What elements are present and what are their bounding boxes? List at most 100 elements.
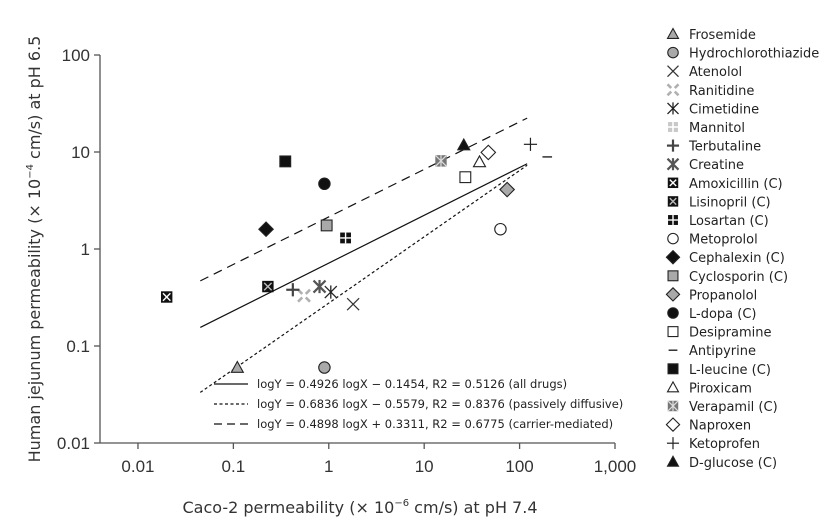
legend-item-losartan-c: Losartan (C) — [668, 214, 769, 229]
legend-item-propanolol: Propanolol — [665, 287, 757, 303]
legend-item-cimetidine: Cimetidine — [667, 102, 759, 117]
legend-label: Creatine — [689, 158, 744, 173]
regression-equations: logY = 0.4926 logX − 0.1454, R2 = 0.5126… — [214, 377, 623, 431]
legend-item-cyclosporin-c: Cyclosporin (C) — [667, 270, 788, 285]
regression-equation: logY = 0.4926 logX − 0.1454, R2 = 0.5126… — [257, 377, 567, 391]
point-losartan-c — [340, 232, 351, 244]
legend-label: Lisinopril (C) — [689, 195, 771, 210]
legend-item-creatine: Creatine — [666, 157, 744, 173]
legend-label: Ranitidine — [689, 84, 754, 99]
legend-label: Ketoprofen — [689, 437, 760, 452]
legend-item-l-leucine-c: L-leucine (C) — [667, 363, 771, 378]
regression-line-dashed — [200, 117, 528, 282]
legend-label: Atenolol — [689, 65, 742, 80]
point-lisinopril-c — [262, 280, 274, 293]
legend-item-antipyrine: Antipyrine — [668, 344, 756, 359]
x-tick-label: 0.1 — [222, 457, 246, 476]
legend-label: Antipyrine — [689, 344, 756, 359]
point-desipramine — [459, 171, 472, 184]
point-piroxicam — [472, 154, 487, 168]
y-tick-label: 0.1 — [66, 337, 90, 356]
legend-item-cephalexin-c: Cephalexin (C) — [665, 249, 785, 266]
legend-item-frosemide: Frosemide — [666, 27, 756, 43]
legend-marker — [667, 196, 679, 207]
x-tick-label: 10 — [415, 457, 434, 476]
point-propanolol — [499, 181, 516, 198]
legend-label: Cephalexin (C) — [689, 251, 785, 266]
legend-marker — [667, 400, 679, 412]
point-amoxicillin-c — [160, 291, 173, 303]
legend: Frosemide Hydrochlorothiazide Atenolol Rani… — [665, 27, 819, 471]
point-l-leucine-c — [279, 155, 292, 168]
legend-item-mannitol: Mannitol — [668, 121, 745, 136]
legend-marker — [667, 232, 679, 245]
legend-label: Cimetidine — [689, 102, 759, 117]
legend-label: Metoprolol — [689, 233, 758, 248]
legend-marker — [667, 102, 679, 115]
point-frosemide — [230, 360, 245, 373]
legend-label: L-dopa (C) — [689, 307, 756, 322]
x-axis-title: Caco-2 permeability (× 10−6 cm/s) at pH … — [182, 498, 537, 517]
legend-item-d-glucose-c: D-glucose (C) — [666, 455, 777, 471]
y-tick-label: 0.01 — [57, 434, 90, 453]
point-atenolol — [346, 297, 360, 311]
data-points — [160, 137, 553, 374]
legend-marker — [666, 455, 680, 467]
legend-item-verapamil-c: Verapamil (C) — [667, 400, 778, 415]
regression-equation: logY = 0.4898 logX + 0.3311, R2 = 0.6775… — [257, 417, 613, 431]
legend-marker — [667, 326, 679, 338]
y-tick-label: 1 — [81, 240, 90, 259]
legend-marker — [667, 307, 679, 319]
regression-equation: logY = 0.6836 logX − 0.5579, R2 = 0.8376… — [257, 397, 623, 411]
legend-label: Naproxen — [689, 419, 751, 434]
legend-label: Hydrochlorothiazide — [689, 47, 819, 62]
legend-label: D-glucose (C) — [689, 456, 777, 471]
legend-item-ketoprofen: Ketoprofen — [666, 437, 760, 452]
legend-marker — [667, 363, 679, 375]
legend-label: Cyclosporin (C) — [689, 270, 788, 285]
legend-label: L-leucine (C) — [689, 363, 771, 378]
legend-marker — [666, 380, 680, 393]
legend-item-metoprolol: Metoprolol — [667, 232, 758, 248]
legend-item-atenolol: Atenolol — [667, 65, 742, 80]
legend-label: Amoxicillin (C) — [689, 177, 783, 192]
point-ranitidine — [297, 288, 311, 303]
point-naproxen — [480, 144, 497, 161]
y-tick-label: 10 — [71, 143, 90, 162]
legend-item-naproxen: Naproxen — [665, 417, 751, 434]
legend-item-ranitidine: Ranitidine — [666, 83, 754, 99]
point-l-dopa-c — [318, 177, 331, 191]
legend-item-hydrochlorothiazide: Hydrochlorothiazide — [667, 47, 819, 62]
legend-marker — [667, 65, 679, 78]
legend-label: Losartan (C) — [689, 214, 769, 229]
point-verapamil-c — [434, 154, 448, 168]
point-creatine — [312, 279, 327, 294]
legend-label: Frosemide — [689, 28, 756, 43]
legend-marker — [665, 249, 681, 265]
legend-marker — [666, 437, 680, 450]
point-hydrochlorothiazide — [318, 361, 331, 374]
ticks: 0.01 0.1 1 10 100 1,000 0.01 0.1 1 10 100 — [57, 46, 636, 476]
legend-label: Desipramine — [689, 326, 771, 341]
point-terbutaline — [286, 283, 300, 297]
legend-marker — [668, 122, 678, 132]
point-cephalexin-c — [258, 221, 275, 238]
legend-marker — [667, 270, 679, 282]
x-tick-label: 1 — [324, 457, 333, 476]
x-tick-label: 0.01 — [121, 457, 154, 476]
legend-marker — [666, 83, 680, 97]
legend-marker — [666, 157, 680, 171]
legend-label: Mannitol — [689, 121, 745, 136]
point-ketoprofen — [523, 137, 538, 151]
point-d-glucose-c — [456, 137, 471, 151]
point-cimetidine — [324, 285, 338, 299]
legend-item-l-dopa-c: L-dopa (C) — [667, 307, 756, 322]
legend-item-desipramine: Desipramine — [667, 326, 771, 341]
x-tick-label: 100 — [505, 457, 533, 476]
point-cyclosporin-c — [320, 219, 333, 232]
legend-marker — [667, 177, 679, 189]
regression-lines — [199, 117, 528, 393]
legend-item-lisinopril-c: Lisinopril (C) — [667, 195, 771, 210]
legend-label: Verapamil (C) — [689, 400, 778, 415]
